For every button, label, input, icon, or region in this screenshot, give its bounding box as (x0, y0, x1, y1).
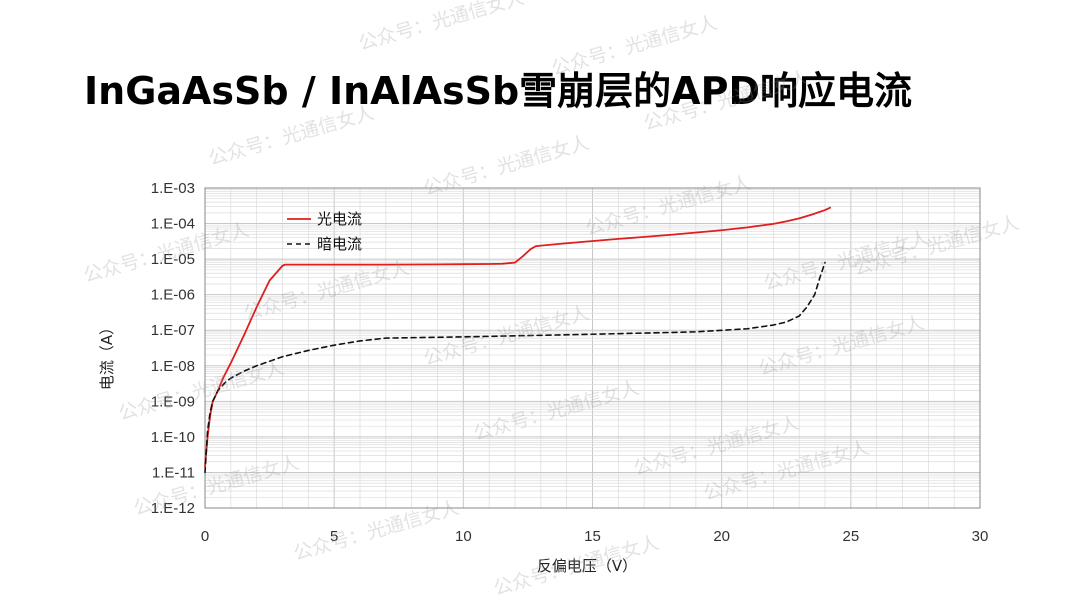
plot-frame (204, 187, 981, 509)
series-line-0 (204, 206, 832, 468)
y-tick-label: 1.E-10 (151, 429, 195, 446)
y-tick-label: 1.E-07 (151, 322, 195, 339)
y-tick-label: 1.E-05 (151, 251, 195, 268)
y-tick-label: 1.E-09 (151, 393, 195, 410)
x-tick-label: 15 (584, 528, 601, 545)
legend-label-0: 光电流 (317, 210, 362, 228)
y-tick-label: 1.E-08 (151, 358, 195, 375)
x-tick-label: 10 (455, 528, 472, 545)
x-axis-title: 反偏电压（V） (537, 557, 637, 575)
legend-label-1: 暗电流 (317, 235, 362, 253)
x-tick-label: 25 (842, 528, 859, 545)
x-tick-label: 20 (713, 528, 730, 545)
y-tick-label: 1.E-11 (152, 464, 195, 481)
y-tick-label: 1.E-04 (151, 216, 195, 233)
x-tick-label: 30 (972, 528, 989, 545)
y-tick-label: 1.E-03 (151, 180, 195, 197)
page-title: InGaAsSb / InAlAsSb雪崩层的APD响应电流 (84, 69, 912, 113)
chart-grid (204, 187, 981, 509)
y-tick-label: 1.E-06 (151, 287, 195, 304)
y-tick-label: 1.E-12 (151, 500, 195, 517)
y-axis-title: 电流（A） (98, 320, 116, 390)
x-tick-label: 0 (201, 528, 209, 545)
chart-axes: 0 5 10 15 20 25 30 1.E-12 1.E-11 1.E-10 1.E-09 1.E-… (151, 180, 989, 545)
series-line-1 (204, 261, 826, 474)
chart-series (204, 206, 832, 474)
x-tick-label: 5 (330, 528, 338, 545)
